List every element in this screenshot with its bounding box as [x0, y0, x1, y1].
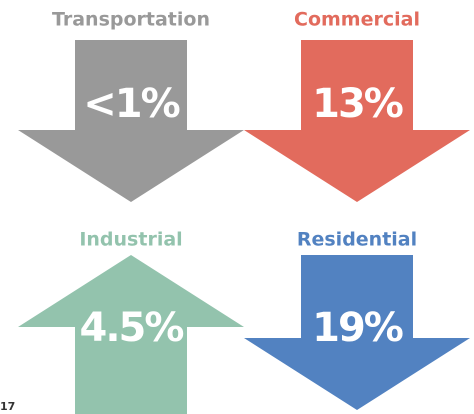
panel-value: 13%: [312, 81, 403, 127]
arrow: [18, 255, 244, 414]
panel-value: <1%: [83, 81, 179, 127]
panel-label: Commercial: [294, 9, 420, 31]
panel-value: 4.5%: [80, 305, 184, 351]
panel-label: Transportation: [52, 9, 210, 31]
arrow: [244, 255, 470, 410]
arrow: [18, 40, 244, 202]
panel-label: Residential: [297, 229, 417, 251]
panel-value: 19%: [312, 305, 403, 351]
arrow: [244, 40, 470, 202]
footer-text: 17: [0, 400, 15, 413]
panel-label: Industrial: [79, 229, 182, 251]
